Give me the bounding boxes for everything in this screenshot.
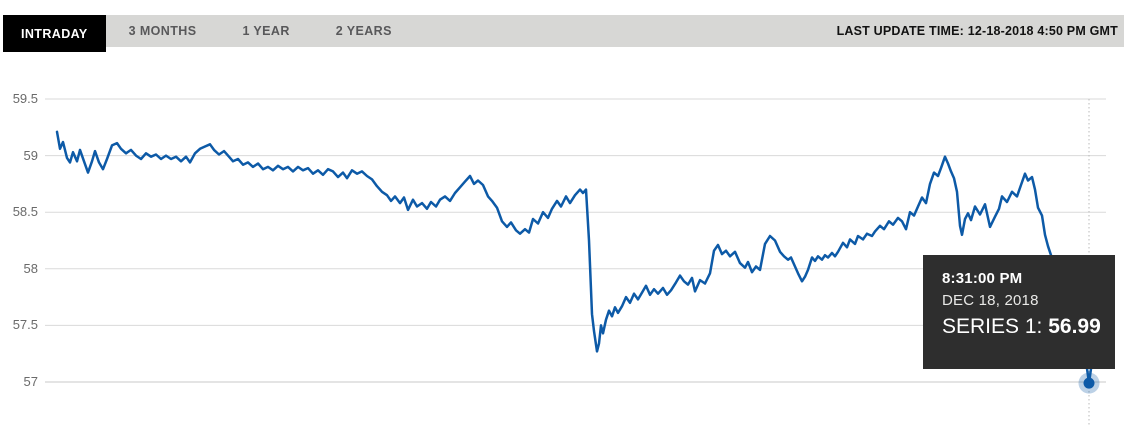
tooltip: 8:31:00 PM DEC 18, 2018 SERIES 1: 56.99: [923, 255, 1115, 369]
series-line: [55, 130, 1102, 385]
tab-1-year[interactable]: 1 YEAR: [242, 24, 290, 38]
y-axis-label: 59: [23, 147, 38, 163]
tooltip-value: 56.99: [1048, 315, 1101, 338]
tab-intraday[interactable]: INTRADAY: [3, 15, 106, 52]
tab-3-months[interactable]: 3 MONTHS: [128, 24, 197, 38]
y-axis-label: 57: [23, 374, 38, 389]
tooltip-series-label: SERIES 1:: [942, 315, 1043, 338]
range-tabs: INTRADAY 3 MONTHS 1 YEAR 2 YEARS: [3, 15, 415, 52]
selected-point-marker[interactable]: [1083, 377, 1095, 389]
y-axis-label: 58.5: [12, 204, 38, 220]
tooltip-series-value: SERIES 1: 56.99: [942, 315, 1115, 339]
y-axis-label: 58: [23, 260, 38, 276]
tooltip-time: 8:31:00 PM: [942, 270, 1023, 287]
tooltip-date: DEC 18, 2018: [942, 292, 1039, 309]
last-update-time: LAST UPDATE TIME: 12-18-2018 4:50 PM GMT: [836, 24, 1118, 38]
y-axis-label: 57.5: [12, 317, 38, 333]
y-axis-label: 59.5: [12, 91, 38, 106]
chart-range-tabbar: INTRADAY 3 MONTHS 1 YEAR 2 YEARS LAST UP…: [3, 15, 1124, 52]
tab-2-years[interactable]: 2 YEARS: [335, 24, 392, 38]
